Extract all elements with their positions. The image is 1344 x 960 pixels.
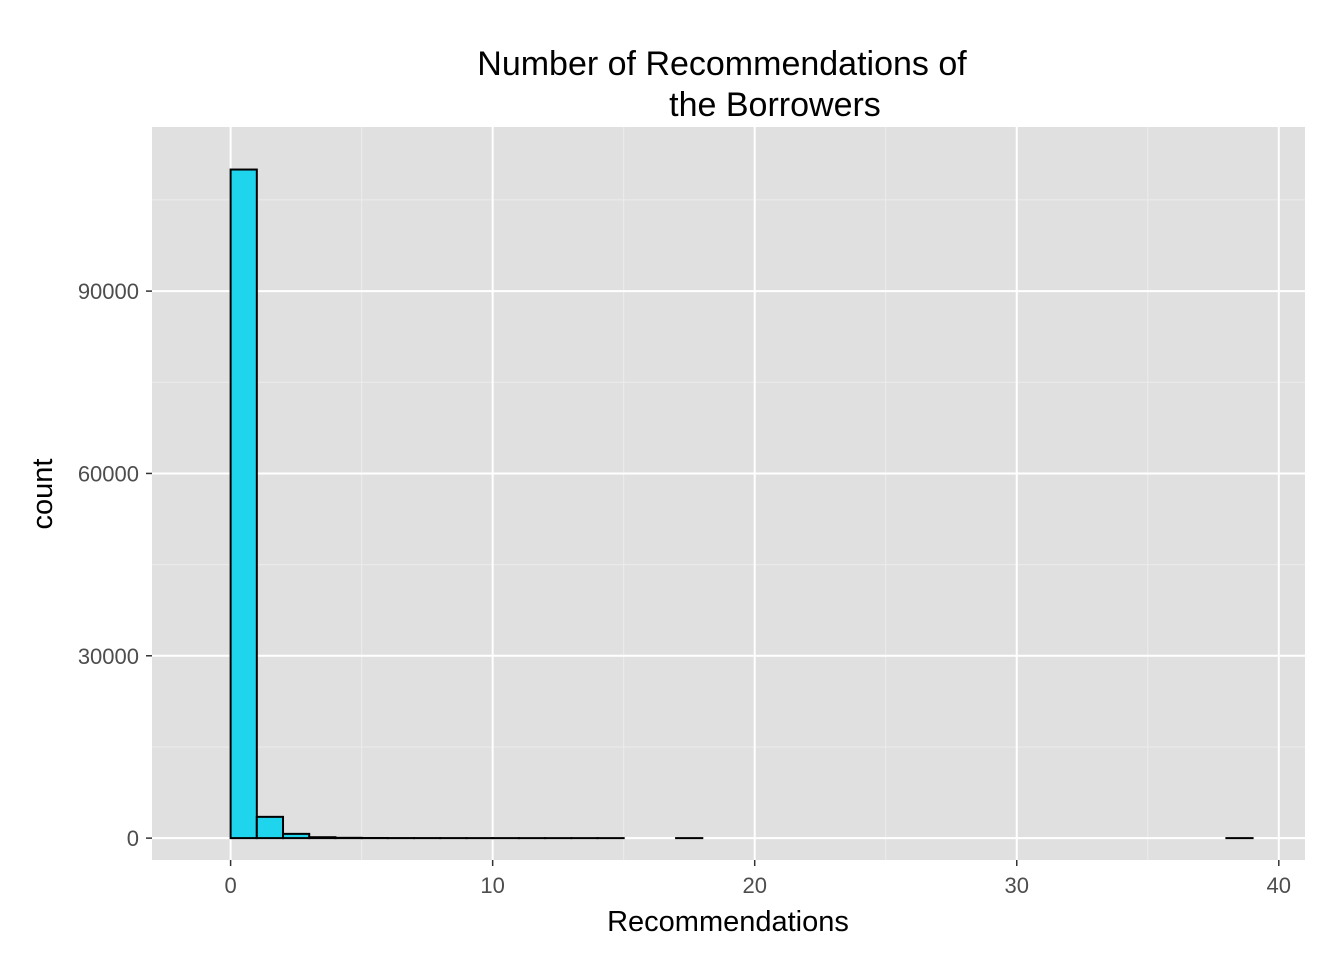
y-tick-label: 90000 xyxy=(78,279,139,304)
x-tick-label: 10 xyxy=(480,873,504,898)
x-axis-title: Recommendations xyxy=(607,906,849,938)
plot-panel xyxy=(152,127,1305,860)
histogram-bars xyxy=(229,168,1254,840)
y-axis-title: count xyxy=(27,459,59,530)
x-axis-ticks: 0 10 20 30 40 xyxy=(224,860,1291,898)
x-tick-label: 0 xyxy=(224,873,236,898)
chart-title-line-1: Number of Recommendations of xyxy=(477,45,967,83)
minor-gridlines xyxy=(152,127,1305,860)
histogram-bar xyxy=(229,168,258,840)
histogram-bar xyxy=(282,832,311,840)
y-tick-label: 0 xyxy=(127,826,139,851)
x-tick-label: 30 xyxy=(1005,873,1029,898)
y-tick-label: 60000 xyxy=(78,461,139,486)
y-axis-ticks: 0 30000 60000 90000 xyxy=(78,279,152,851)
y-tick-label: 30000 xyxy=(78,644,139,669)
chart-title-line-2: the Borrowers xyxy=(669,86,881,124)
histogram-bar xyxy=(308,836,337,840)
x-tick-label: 20 xyxy=(742,873,766,898)
x-tick-label: 40 xyxy=(1267,873,1291,898)
histogram-bar xyxy=(255,815,285,840)
